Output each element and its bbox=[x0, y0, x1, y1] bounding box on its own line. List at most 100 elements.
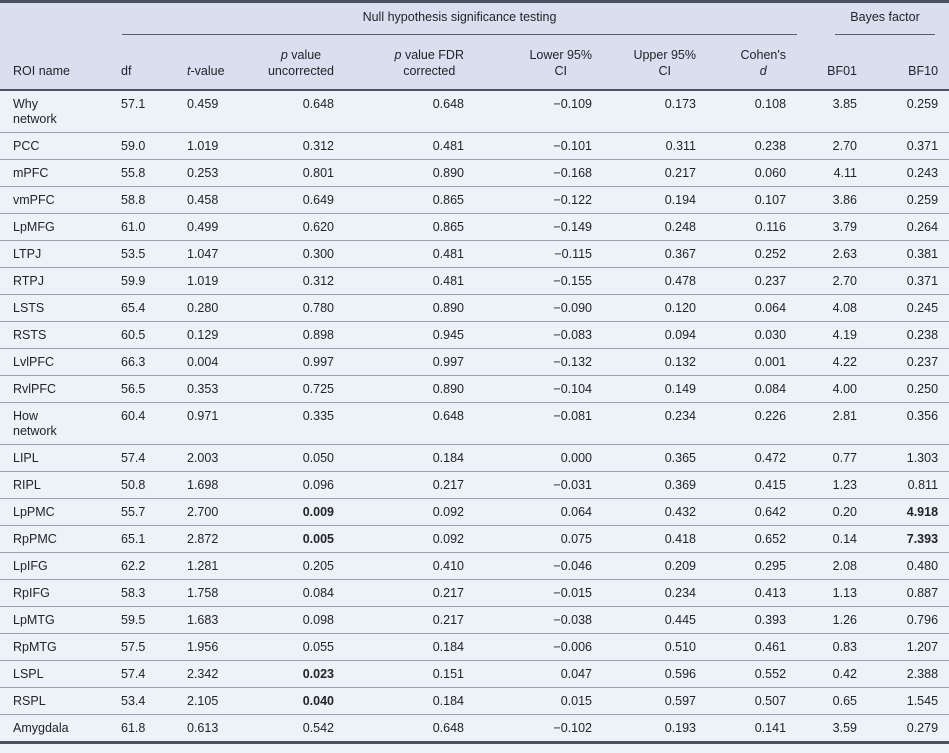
cell-bf10: 1.545 bbox=[868, 687, 949, 715]
column-header-label: p value FDR corrected bbox=[394, 48, 464, 78]
cell-p_fdr: 0.184 bbox=[345, 444, 475, 472]
table-row: LSPL 57.4 2.342 0.023 0.151 0.047 0.596 0.552 0.… bbox=[0, 660, 949, 688]
cell-p_fdr: 0.890 bbox=[345, 294, 475, 322]
cell-p_uncorrected: 0.780 bbox=[235, 294, 345, 322]
cell-upper_ci: 0.510 bbox=[603, 633, 707, 661]
cell-lower_ci: 0.064 bbox=[475, 498, 603, 526]
cell-bf10: 0.238 bbox=[868, 321, 949, 349]
cell-bf10: 0.371 bbox=[868, 132, 949, 160]
cell-cohens_d: 0.507 bbox=[707, 687, 798, 715]
cell-p_uncorrected: 0.312 bbox=[235, 132, 345, 160]
cell-bf01: 3.85 bbox=[797, 90, 869, 133]
cell-lower_ci: −0.038 bbox=[475, 606, 603, 634]
cell-lower_ci: −0.031 bbox=[475, 471, 603, 499]
cell-cohens_d: 0.472 bbox=[707, 444, 798, 472]
cell-roi: RIPL bbox=[0, 471, 110, 499]
cell-p_uncorrected: 0.205 bbox=[235, 552, 345, 580]
cell-lower_ci: 0.075 bbox=[475, 525, 603, 553]
cell-cohens_d: 0.107 bbox=[707, 186, 798, 214]
cell-bf01: 0.65 bbox=[797, 687, 869, 715]
table-row: LIPL 57.4 2.003 0.050 0.184 0.000 0.365 0.472 0.… bbox=[0, 444, 949, 472]
cell-df: 53.4 bbox=[110, 687, 176, 715]
cell-p_uncorrected: 0.620 bbox=[235, 213, 345, 241]
cell-bf01: 4.11 bbox=[797, 159, 869, 187]
table-row: LpIFG 62.2 1.281 0.205 0.410 −0.046 0.209 0.295… bbox=[0, 552, 949, 580]
cell-upper_ci: 0.365 bbox=[603, 444, 707, 472]
group-header-row: Null hypothesis significance testing Baye… bbox=[0, 1, 949, 35]
cell-p_fdr: 0.092 bbox=[345, 498, 475, 526]
cell-lower_ci: −0.104 bbox=[475, 375, 603, 403]
cell-p_uncorrected: 0.335 bbox=[235, 402, 345, 445]
group-header-label: Bayes factor bbox=[835, 3, 936, 35]
cell-bf01: 1.26 bbox=[797, 606, 869, 634]
cell-bf10: 2.388 bbox=[868, 660, 949, 688]
cell-p_fdr: 0.410 bbox=[345, 552, 475, 580]
cell-df: 65.1 bbox=[110, 525, 176, 553]
group-header-nhst: Null hypothesis significance testing bbox=[110, 1, 798, 35]
table-row: RSTS 60.5 0.129 0.898 0.945 −0.083 0.094 0.030 4… bbox=[0, 321, 949, 349]
cell-bf10: 0.259 bbox=[868, 90, 949, 133]
cell-upper_ci: 0.596 bbox=[603, 660, 707, 688]
column-header-label: ROI name bbox=[13, 64, 70, 78]
cell-lower_ci: −0.115 bbox=[475, 240, 603, 268]
cell-tvalue: 2.003 bbox=[176, 444, 235, 472]
cell-bf01: 2.70 bbox=[797, 132, 869, 160]
cell-bf01: 4.19 bbox=[797, 321, 869, 349]
cell-bf10: 0.237 bbox=[868, 348, 949, 376]
cell-df: 57.1 bbox=[110, 90, 176, 133]
cell-upper_ci: 0.478 bbox=[603, 267, 707, 295]
cell-cohens_d: 0.238 bbox=[707, 132, 798, 160]
cell-upper_ci: 0.194 bbox=[603, 186, 707, 214]
cell-lower_ci: −0.101 bbox=[475, 132, 603, 160]
table-row: RTPJ 59.9 1.019 0.312 0.481 −0.155 0.478 0.237 2… bbox=[0, 267, 949, 295]
cell-p_fdr: 0.184 bbox=[345, 687, 475, 715]
cell-roi: RvlPFC bbox=[0, 375, 110, 403]
cell-df: 59.9 bbox=[110, 267, 176, 295]
column-header-p_uncorrected: p value uncorrected bbox=[235, 35, 345, 90]
cell-cohens_d: 0.393 bbox=[707, 606, 798, 634]
cell-tvalue: 1.758 bbox=[176, 579, 235, 607]
cell-cohens_d: 0.226 bbox=[707, 402, 798, 445]
column-header-bf01: BF01 bbox=[797, 35, 869, 90]
cell-roi: LIPL bbox=[0, 444, 110, 472]
cell-tvalue: 0.353 bbox=[176, 375, 235, 403]
cell-df: 59.5 bbox=[110, 606, 176, 634]
cell-p_uncorrected: 0.023 bbox=[235, 660, 345, 688]
cell-lower_ci: 0.047 bbox=[475, 660, 603, 688]
cell-upper_ci: 0.367 bbox=[603, 240, 707, 268]
cell-lower_ci: −0.122 bbox=[475, 186, 603, 214]
cell-bf01: 3.59 bbox=[797, 714, 869, 743]
cell-cohens_d: 0.552 bbox=[707, 660, 798, 688]
cell-bf10: 1.303 bbox=[868, 444, 949, 472]
column-header-cohens_d: Cohen's d bbox=[707, 35, 798, 90]
cell-roi: mPFC bbox=[0, 159, 110, 187]
cell-tvalue: 0.499 bbox=[176, 213, 235, 241]
cell-bf10: 0.811 bbox=[868, 471, 949, 499]
cell-p_fdr: 0.092 bbox=[345, 525, 475, 553]
cell-bf10: 1.207 bbox=[868, 633, 949, 661]
cell-upper_ci: 0.094 bbox=[603, 321, 707, 349]
cell-cohens_d: 0.461 bbox=[707, 633, 798, 661]
column-header-lower_ci: Lower 95% CI bbox=[475, 35, 603, 90]
cell-p_fdr: 0.890 bbox=[345, 159, 475, 187]
group-header-roi-spacer bbox=[0, 1, 110, 35]
column-header-label: BF01 bbox=[827, 64, 858, 78]
cell-upper_ci: 0.418 bbox=[603, 525, 707, 553]
cell-bf10: 0.381 bbox=[868, 240, 949, 268]
cell-roi: RSTS bbox=[0, 321, 110, 349]
cell-upper_ci: 0.597 bbox=[603, 687, 707, 715]
cell-roi: LpIFG bbox=[0, 552, 110, 580]
cell-bf01: 0.42 bbox=[797, 660, 869, 688]
cell-tvalue: 0.971 bbox=[176, 402, 235, 445]
cell-roi: Amygdala bbox=[0, 714, 110, 743]
cell-cohens_d: 0.108 bbox=[707, 90, 798, 133]
cell-tvalue: 0.459 bbox=[176, 90, 235, 133]
column-header-label: BF10 bbox=[908, 64, 939, 78]
cell-df: 60.4 bbox=[110, 402, 176, 445]
cell-bf01: 2.70 bbox=[797, 267, 869, 295]
cell-cohens_d: 0.237 bbox=[707, 267, 798, 295]
cell-p_fdr: 0.865 bbox=[345, 186, 475, 214]
cell-p_fdr: 0.184 bbox=[345, 633, 475, 661]
cell-p_uncorrected: 0.801 bbox=[235, 159, 345, 187]
